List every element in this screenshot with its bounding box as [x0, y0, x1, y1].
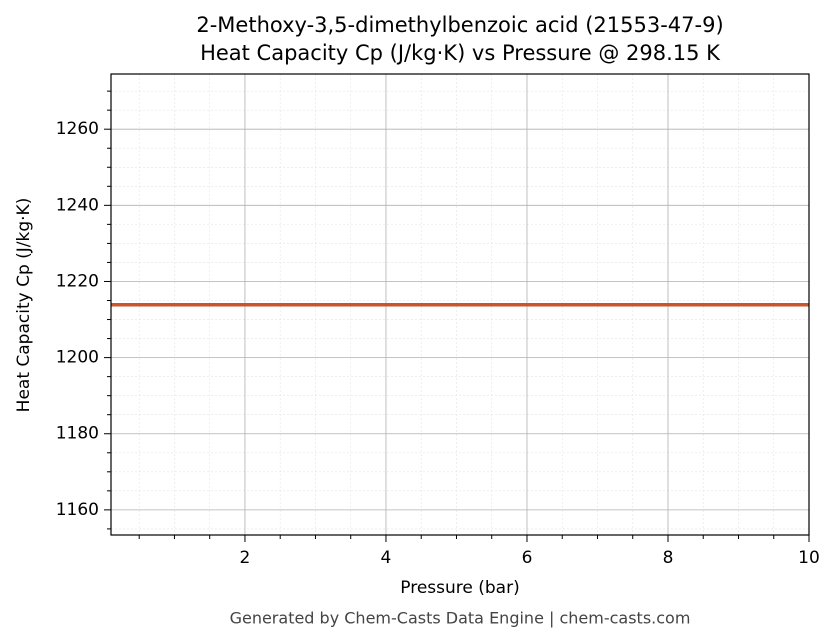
x-tick-label: 8 [663, 548, 674, 568]
plot-frame [110, 73, 810, 536]
x-tick-label: 6 [522, 548, 533, 568]
y-tick-label: 1160 [56, 500, 99, 520]
y-tick-label: 1220 [56, 271, 99, 291]
y-tick-label: 1260 [56, 119, 99, 139]
y-axis-label: Heat Capacity Cp (J/kg·K) [14, 198, 34, 413]
x-tick-label: 4 [381, 548, 392, 568]
chart-subtitle: Heat Capacity Cp (J/kg·K) vs Pressure @ … [200, 41, 721, 65]
chart-title: 2-Methoxy-3,5-dimethylbenzoic acid (2155… [196, 13, 723, 37]
x-tick-label: 10 [798, 548, 820, 568]
x-tick-label: 2 [240, 548, 251, 568]
y-tick-label: 1240 [56, 195, 99, 215]
y-tick-label: 1200 [56, 348, 99, 368]
footer: Generated by Chem-Casts Data Engine | ch… [230, 609, 691, 628]
x-axis-label: Pressure (bar) [400, 578, 519, 598]
y-tick-label: 1180 [56, 424, 99, 444]
